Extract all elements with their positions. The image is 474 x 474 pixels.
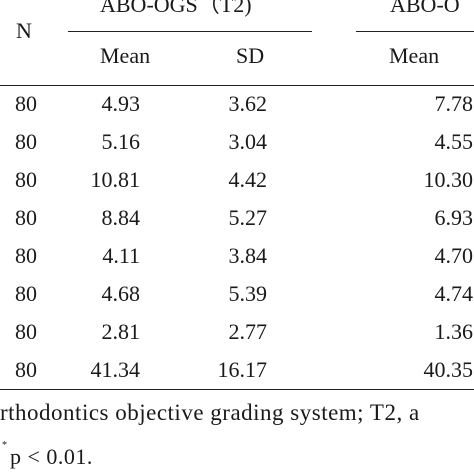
cell-sd-t2: 5.27 (228, 205, 268, 230)
cell-mean-next: 7.78 (434, 91, 474, 116)
cell-sd-t2: 5.39 (228, 281, 268, 306)
cell-mean-next: 1.36 (434, 319, 474, 344)
footnote-line-2: p < 0.01. (10, 444, 93, 469)
cell-n: 80 (15, 91, 37, 116)
cell-mean-t2: 4.68 (101, 281, 141, 306)
cell-n: 80 (15, 167, 37, 192)
cell-mean-t2: 5.16 (101, 129, 141, 154)
group-underline-t2 (68, 31, 312, 32)
cell-mean-next: 40.35 (423, 357, 474, 382)
cell-sd-t2: 16.17 (217, 357, 268, 382)
cell-mean-t2: 8.84 (101, 205, 141, 230)
column-group-header-abo-o: ABO-O (390, 0, 460, 17)
cell-n: 80 (15, 129, 37, 154)
column-group-header-abo-ogs-t2: ABO-OGS（T2) (100, 0, 252, 17)
column-header-mean-t2: Mean (100, 43, 151, 68)
cell-mean-next: 10.30 (423, 167, 474, 192)
header-bottom-rule (0, 85, 474, 86)
cell-mean-next: 4.55 (434, 129, 474, 154)
column-header-mean-next: Mean (389, 43, 440, 68)
group-underline-next (356, 31, 474, 32)
cell-sd-t2: 4.42 (228, 167, 268, 192)
cell-mean-t2: 2.81 (101, 319, 141, 344)
cell-mean-t2: 10.81 (90, 167, 141, 192)
cell-sd-t2: 3.62 (228, 91, 268, 116)
cell-n: 80 (15, 281, 37, 306)
cell-n: 80 (15, 243, 37, 268)
footnote-line-1: rthodontics objective grading system; T2… (0, 400, 420, 425)
cell-mean-next: 4.70 (434, 243, 474, 268)
cell-n: 80 (15, 319, 37, 344)
footnote-mark: * (2, 440, 7, 451)
column-header-sd-t2: SD (236, 43, 265, 68)
cell-sd-t2: 2.77 (228, 319, 268, 344)
cell-n: 80 (15, 357, 37, 382)
cell-sd-t2: 3.84 (228, 243, 268, 268)
cell-sd-t2: 3.04 (228, 129, 268, 154)
cell-mean-next: 4.74 (434, 281, 474, 306)
cell-mean-t2: 41.34 (90, 357, 141, 382)
table-bottom-rule (0, 389, 474, 390)
column-header-n: N (16, 18, 32, 43)
cell-mean-t2: 4.11 (102, 243, 140, 268)
cell-n: 80 (15, 205, 37, 230)
cell-mean-next: 6.93 (434, 205, 474, 230)
cell-mean-t2: 4.93 (101, 91, 141, 116)
